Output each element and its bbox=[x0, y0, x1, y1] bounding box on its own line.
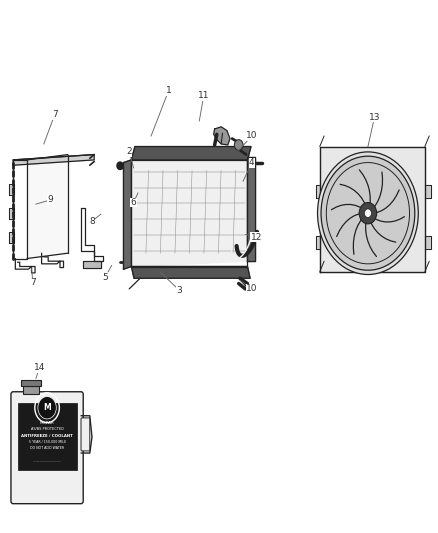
Polygon shape bbox=[9, 232, 14, 243]
Text: 8: 8 bbox=[89, 217, 95, 225]
Text: MOPAR: MOPAR bbox=[40, 421, 54, 425]
Text: 1: 1 bbox=[166, 86, 172, 95]
Text: ANTIFREEZE / COOLANT: ANTIFREEZE / COOLANT bbox=[21, 434, 73, 438]
Text: 14: 14 bbox=[34, 364, 45, 372]
Circle shape bbox=[38, 397, 56, 419]
Polygon shape bbox=[425, 185, 431, 198]
Polygon shape bbox=[13, 155, 94, 165]
Polygon shape bbox=[425, 236, 431, 249]
Text: ─────────────────: ───────────────── bbox=[33, 459, 61, 464]
FancyBboxPatch shape bbox=[18, 403, 77, 470]
Text: 5: 5 bbox=[102, 273, 108, 281]
Polygon shape bbox=[9, 184, 14, 195]
Text: 4: 4 bbox=[249, 158, 254, 167]
Text: DO NOT ADD WATER: DO NOT ADD WATER bbox=[30, 446, 64, 450]
Polygon shape bbox=[131, 147, 251, 160]
Text: 10: 10 bbox=[246, 132, 258, 140]
Text: 6: 6 bbox=[131, 198, 137, 207]
Text: M: M bbox=[43, 403, 51, 412]
FancyBboxPatch shape bbox=[21, 380, 41, 386]
Circle shape bbox=[117, 162, 123, 169]
Circle shape bbox=[321, 156, 415, 270]
Polygon shape bbox=[27, 155, 68, 259]
FancyBboxPatch shape bbox=[350, 192, 385, 235]
Polygon shape bbox=[9, 208, 14, 219]
Polygon shape bbox=[124, 160, 131, 269]
Polygon shape bbox=[214, 127, 230, 145]
Text: 3: 3 bbox=[177, 286, 183, 295]
Text: 13: 13 bbox=[369, 113, 380, 122]
Polygon shape bbox=[316, 236, 320, 249]
Polygon shape bbox=[316, 185, 320, 198]
Circle shape bbox=[318, 152, 418, 274]
Text: 7: 7 bbox=[30, 278, 36, 287]
Text: 5 YEAR / 150,000 MILE: 5 YEAR / 150,000 MILE bbox=[28, 440, 66, 445]
Polygon shape bbox=[131, 155, 247, 266]
Polygon shape bbox=[247, 157, 255, 261]
Circle shape bbox=[364, 209, 371, 217]
FancyBboxPatch shape bbox=[11, 392, 83, 504]
Text: AS/BS PROTECTED: AS/BS PROTECTED bbox=[31, 427, 64, 431]
Text: 2: 2 bbox=[127, 148, 132, 156]
FancyBboxPatch shape bbox=[23, 386, 39, 394]
Text: 9: 9 bbox=[47, 196, 53, 204]
Circle shape bbox=[359, 203, 377, 224]
Circle shape bbox=[234, 140, 243, 150]
Polygon shape bbox=[320, 147, 425, 272]
Text: 7: 7 bbox=[52, 110, 58, 119]
Text: 12: 12 bbox=[251, 233, 262, 241]
Polygon shape bbox=[83, 261, 101, 268]
FancyBboxPatch shape bbox=[81, 418, 90, 451]
Text: 11: 11 bbox=[198, 92, 209, 100]
Polygon shape bbox=[131, 266, 250, 278]
Text: 10: 10 bbox=[246, 285, 258, 293]
